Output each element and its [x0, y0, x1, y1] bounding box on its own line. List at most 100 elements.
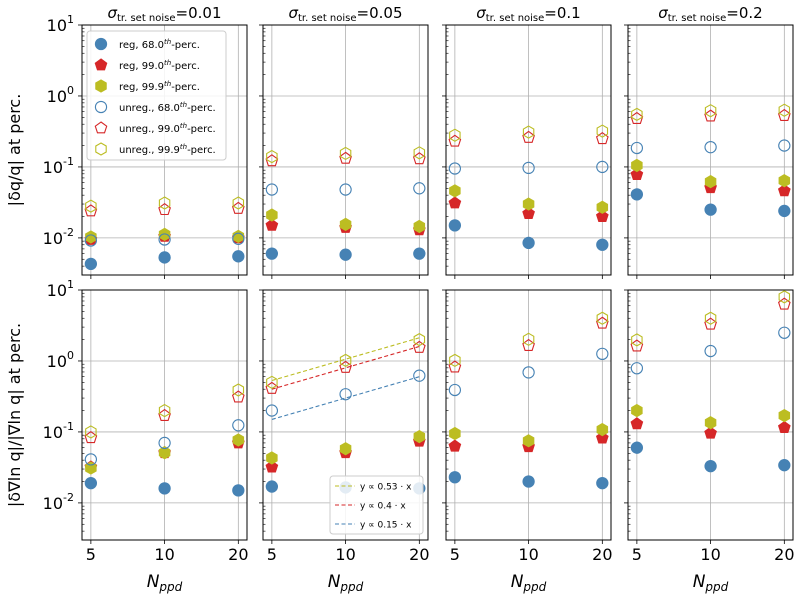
x-axis-label: Nppd: [693, 572, 729, 594]
data-point: [596, 200, 609, 214]
x-tick-label: 5: [450, 545, 460, 564]
data-point: [84, 476, 98, 490]
data-point: [522, 332, 535, 346]
data-point: [158, 403, 171, 418]
data-point: [595, 431, 609, 444]
data-point: [595, 209, 609, 222]
data-point: [232, 419, 245, 432]
data-point: [449, 184, 461, 198]
y-tick-label: 100: [47, 349, 74, 371]
data-point: [704, 459, 717, 473]
panel-r0-c3: σtr. set noise=0.2: [624, 4, 794, 279]
data-point: [596, 311, 609, 325]
legend-marker: [94, 37, 108, 51]
data-point: [630, 167, 644, 180]
data-point: [84, 234, 98, 247]
data-point: [339, 146, 352, 161]
data-point: [522, 236, 535, 250]
data-point: [339, 183, 352, 196]
y-tick-label: 101: [47, 278, 74, 300]
data-point: [266, 149, 278, 164]
data-point: [266, 451, 278, 465]
data-point: [413, 146, 426, 160]
data-point: [158, 436, 171, 450]
panel-frame: [81, 289, 248, 541]
panel-frame: [262, 289, 429, 541]
data-point: [630, 441, 644, 454]
fit-line: [271, 337, 420, 382]
data-point: [85, 425, 97, 439]
x-axis-label: Nppd: [328, 572, 364, 594]
data-point: [777, 184, 791, 197]
panel-frame: [445, 24, 612, 276]
x-tick-label: 20: [774, 545, 794, 564]
y-axis-label: |δq/q| at perc.: [5, 94, 24, 207]
data-point: [265, 247, 279, 260]
fit-legend-label: y ∝ 0.4 · x: [360, 502, 406, 512]
x-axis-label: Nppd: [147, 572, 183, 594]
markers-r0-c1: [265, 146, 426, 261]
data-point: [704, 311, 717, 325]
data-point: [522, 161, 535, 175]
legend-box: [86, 30, 227, 161]
data-point: [704, 104, 717, 118]
legend-label: reg, 68.0th-perc.: [119, 38, 200, 51]
fit-legend: y ∝ 0.53 · x y ∝ 0.4 · x y ∝ 0.15 · x: [329, 475, 424, 535]
data-point: [704, 344, 717, 358]
panel-frame: [262, 24, 429, 276]
data-point: [413, 219, 426, 234]
data-point: [596, 347, 609, 360]
y-tick-label: 100: [47, 84, 74, 106]
markers-r1-c3: [630, 290, 791, 473]
data-point: [704, 416, 717, 430]
panel-frame: [445, 289, 612, 541]
data-point: [232, 232, 245, 245]
data-point: [339, 248, 352, 261]
legend-marker: [94, 121, 108, 134]
y-axis-label: |δ∇ln q|/|∇ln q| at perc.: [5, 323, 24, 507]
data-point: [704, 175, 717, 189]
data-point: [448, 219, 462, 232]
data-point: [413, 369, 426, 382]
data-point: [158, 446, 171, 460]
x-tick-label: 20: [409, 545, 429, 564]
data-point: [522, 475, 535, 488]
panel-frame: [627, 24, 794, 276]
data-point: [448, 439, 462, 452]
data-point: [85, 461, 97, 475]
data-point: [449, 353, 461, 367]
y-tick-label: 10-1: [43, 420, 74, 442]
fit-legend-box: [329, 475, 424, 535]
data-point: [596, 238, 609, 251]
x-tick-label: 10: [154, 545, 174, 564]
data-point: [704, 426, 717, 439]
data-point: [85, 199, 97, 213]
y-tick-label: 10-2: [43, 226, 74, 248]
data-point: [449, 426, 461, 441]
data-point: [777, 420, 791, 434]
data-point: [265, 404, 279, 417]
data-point: [266, 375, 278, 389]
data-point: [448, 383, 462, 397]
y-tick-label: 10-1: [43, 155, 74, 177]
data-point: [596, 422, 609, 437]
data-point: [85, 230, 97, 244]
markers-r1-c0: [84, 383, 245, 497]
legend-label: reg, 99.0th-perc.: [119, 59, 200, 72]
data-point: [413, 429, 426, 444]
legend-marker: [95, 142, 107, 156]
data-point: [265, 480, 279, 493]
x-tick-label: 5: [86, 545, 96, 564]
panel-r0-c2: σtr. set noise=0.1: [442, 4, 612, 279]
legend-marker: [94, 58, 108, 71]
markers-r1-c2: [448, 311, 609, 490]
column-title: σtr. set noise=0.1: [476, 4, 580, 24]
data-point: [265, 460, 279, 473]
legend-label: unreg., 68.0th-perc.: [119, 101, 216, 114]
data-point: [232, 433, 245, 447]
panel-r1-c2: 5 10 20 Nppd: [442, 289, 613, 594]
markers-r0-c2: [448, 124, 609, 251]
legend-marker: [95, 79, 107, 93]
data-point: [778, 459, 791, 472]
